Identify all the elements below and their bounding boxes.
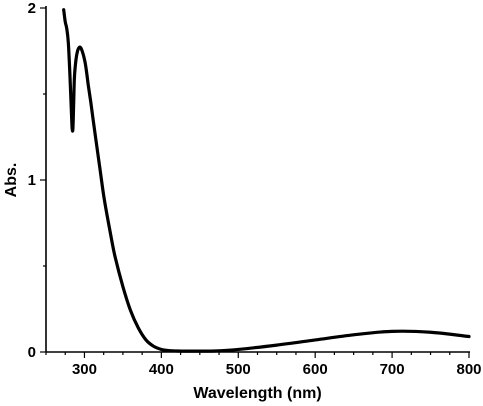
x-tick-label: 400 bbox=[149, 361, 174, 378]
y-tick-label: 2 bbox=[28, 0, 36, 17]
y-axis-label: Abs. bbox=[3, 163, 20, 198]
x-tick-label: 800 bbox=[456, 361, 481, 378]
x-ticks: 300 400 500 600 700 800 bbox=[45, 352, 482, 378]
y-tick-label: 0 bbox=[28, 344, 36, 361]
x-tick-label: 700 bbox=[380, 361, 405, 378]
y-tick-label: 1 bbox=[28, 172, 36, 189]
axes: 300 400 500 600 700 800 0 1 2 bbox=[28, 0, 482, 378]
y-ticks: 0 1 2 bbox=[28, 0, 46, 361]
x-tick-label: 600 bbox=[303, 361, 328, 378]
x-axis-label: Wavelength (nm) bbox=[193, 385, 321, 402]
plot-area bbox=[62, 8, 471, 353]
x-tick-label: 300 bbox=[72, 361, 97, 378]
absorbance-line bbox=[62, 8, 471, 353]
x-tick-label: 500 bbox=[226, 361, 251, 378]
